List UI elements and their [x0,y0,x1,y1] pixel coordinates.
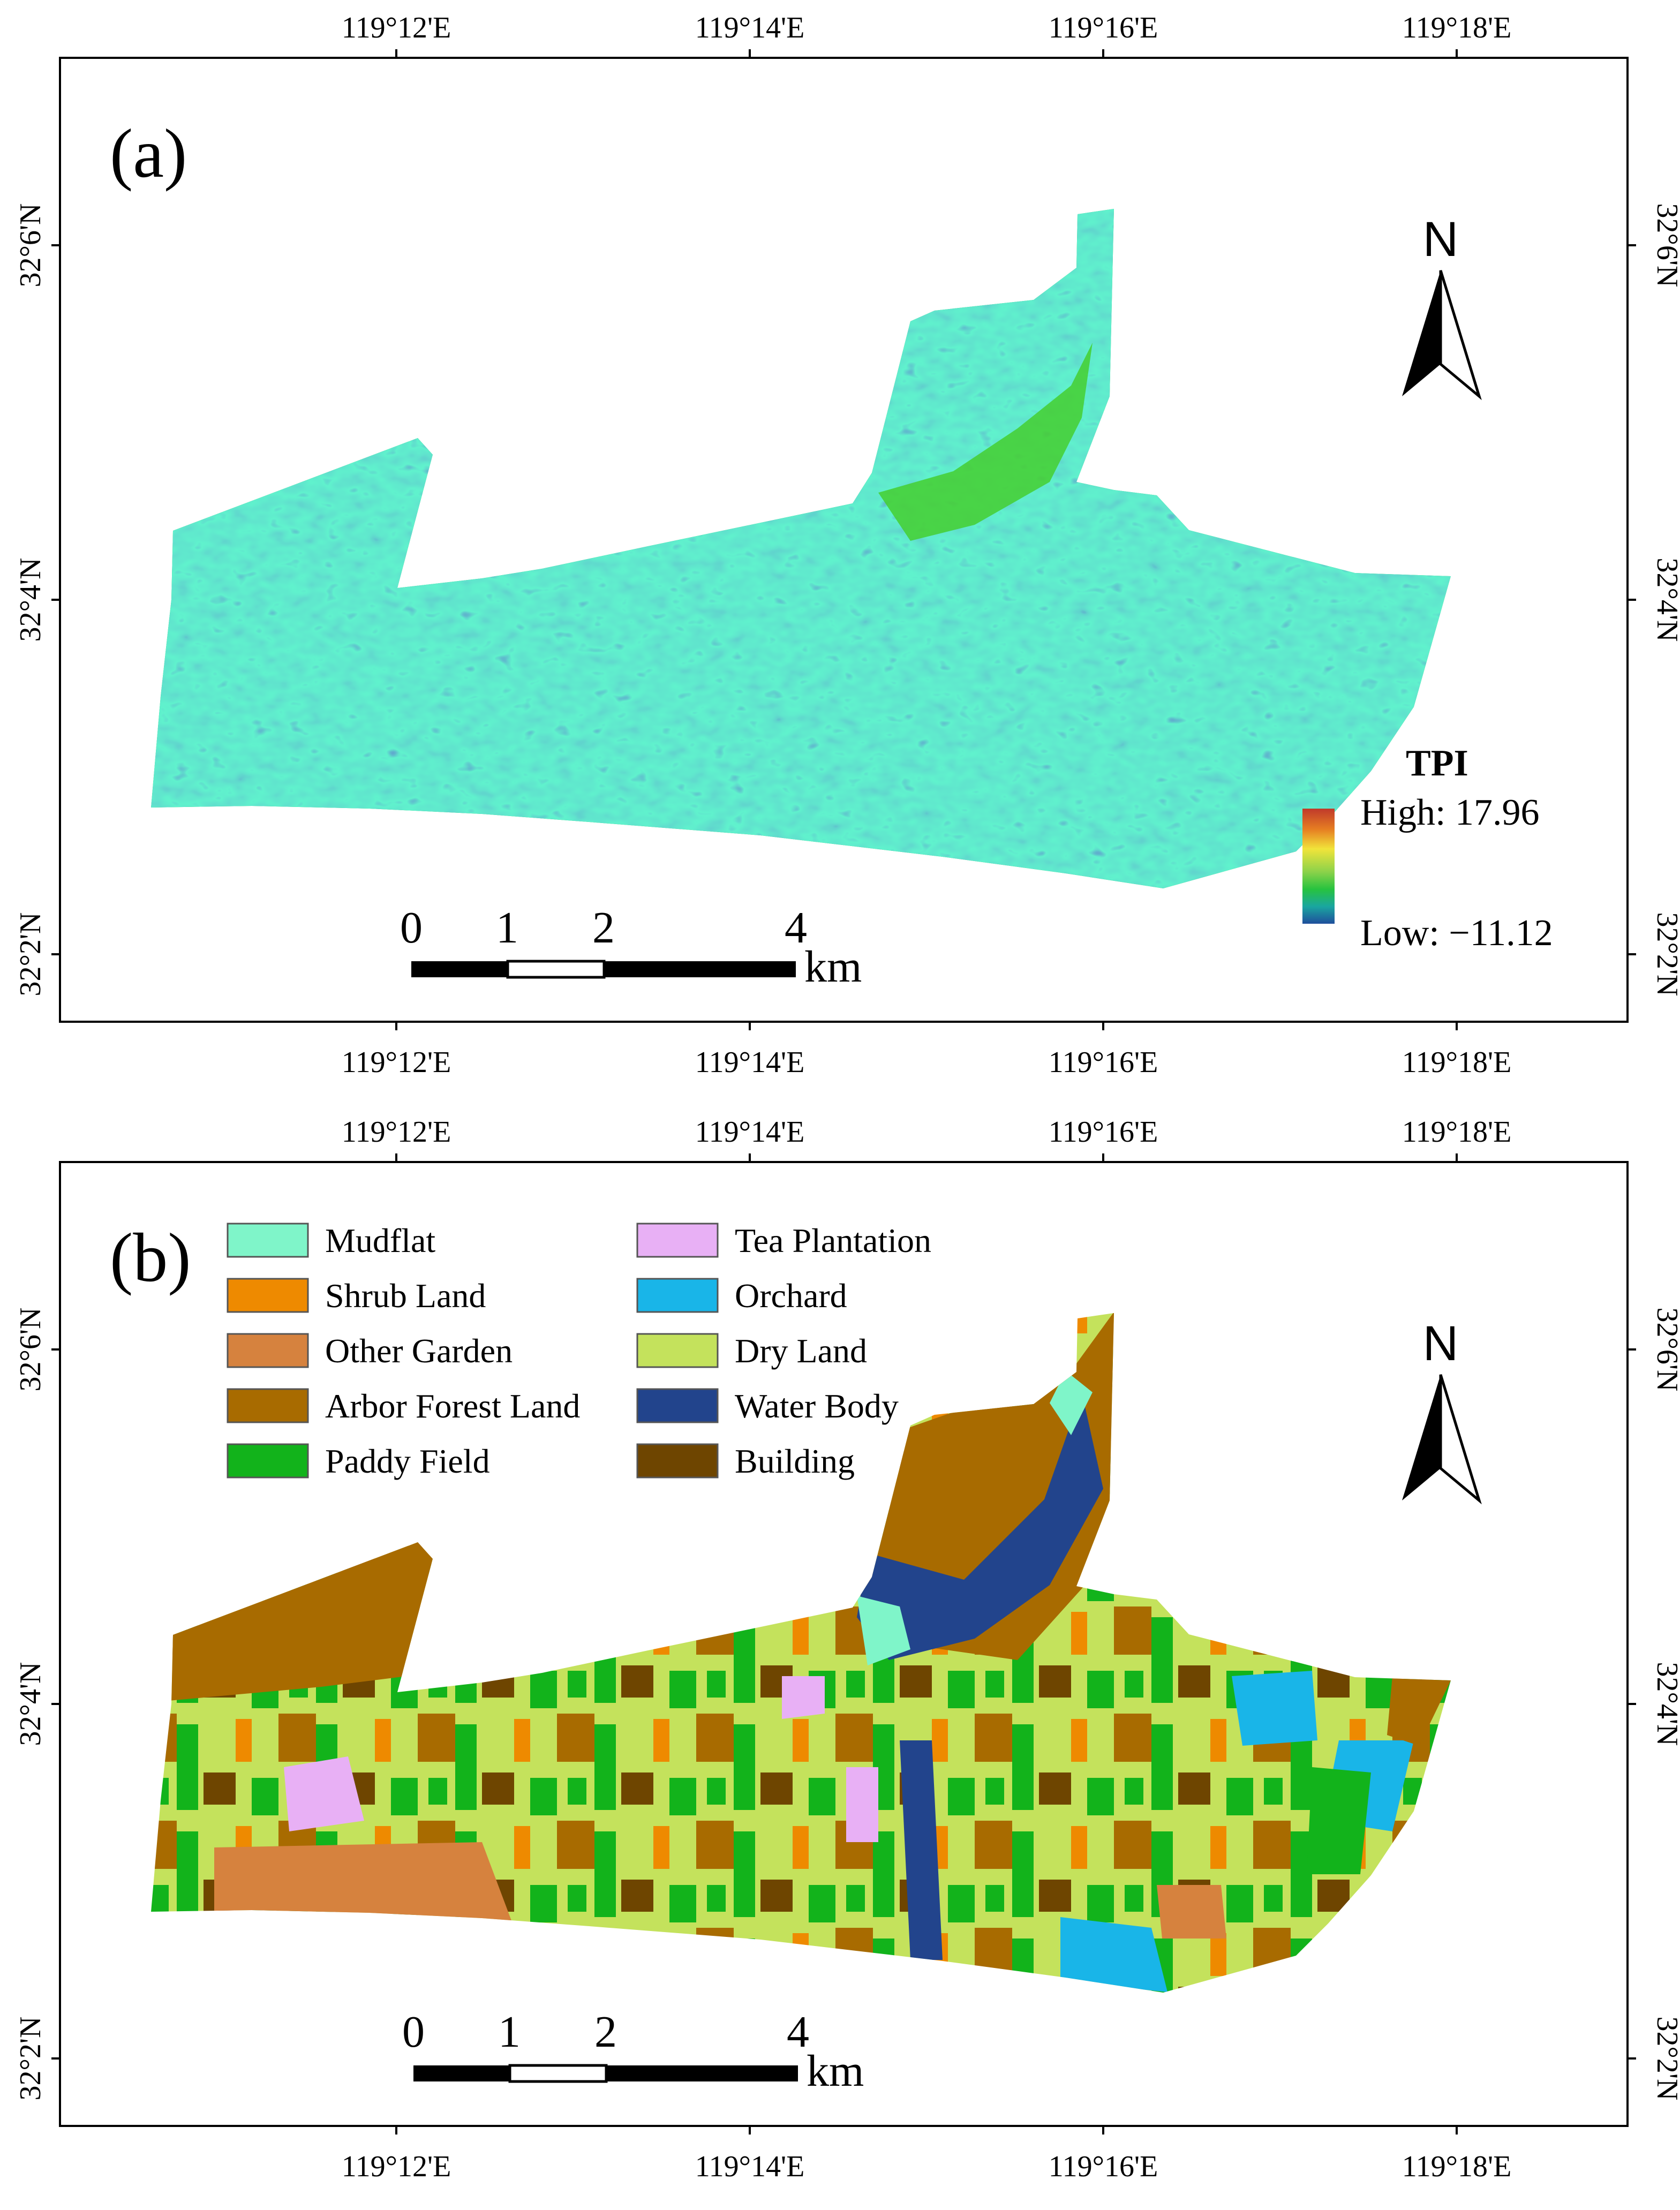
scale-unit: km [804,942,862,992]
legend-swatch [636,1278,719,1313]
legend-item: Dry Land [636,1332,867,1370]
lon-tick-label: 119°14'E [695,1115,805,1149]
lat-tick-label: 32°2'N [14,2017,47,2101]
scale-tick: 1 [496,903,518,953]
lon-tick-label: 119°14'E [695,1046,805,1079]
panel-a-bottom-lon-ticks: 119°12'E 119°14'E 119°16'E 119°18'E [342,1022,1512,1079]
lon-tick-label: 119°18'E [1402,11,1512,44]
legend-swatch [636,1388,719,1423]
tpi-legend-title: TPI [1406,743,1468,784]
legend-swatch [227,1388,309,1423]
panel-a-label: (a) [110,115,187,192]
legend-swatch [227,1278,309,1313]
legend-swatch [227,1333,309,1368]
scale-tick: 4 [787,2007,809,2057]
panel-b-lat-ticks-right: 32°6'N 32°4'N 32°2'N [1628,1308,1680,2101]
legend-item: Other Garden [227,1332,513,1370]
lon-tick-label: 119°12'E [342,11,451,44]
scale-tick: 1 [498,2007,521,2057]
scale-bar: 0 1 2 4 km [402,2007,864,2096]
panel-b-top-lon-ticks: 119°12'E 119°14'E 119°16'E 119°18'E [342,1115,1512,1162]
scale-unit: km [807,2046,864,2096]
panel-a-lat-ticks-right: 32°6'N 32°4'N 32°2'N [1628,203,1680,997]
lat-tick-label: 32°6'N [1651,203,1680,288]
legend-label: Arbor Forest Land [325,1387,580,1425]
legend-swatch [636,1333,719,1368]
north-arrow: N [1402,212,1482,401]
panel-a-top-lon-ticks: 119°12'E 119°14'E 119°16'E 119°18'E [342,11,1512,58]
lon-tick-label: 119°14'E [695,2150,805,2183]
legend-item: Arbor Forest Land [227,1387,580,1425]
lon-tick-label: 119°12'E [342,2150,451,2183]
scale-tick: 0 [400,903,423,953]
legend-swatch [227,1443,309,1479]
lulc-legend: Mudflat Shrub Land Other Garden Arbor Fores… [227,1221,931,1480]
legend-label: Orchard [735,1277,847,1315]
lat-tick-label: 32°6'N [14,1308,47,1392]
lon-tick-label: 119°18'E [1402,1115,1512,1149]
legend-label: Tea Plantation [735,1221,931,1259]
lon-tick-label: 119°12'E [342,1115,451,1149]
lon-tick-label: 119°12'E [342,1046,451,1079]
lon-tick-label: 119°16'E [1049,1046,1158,1079]
legend-label: Water Body [735,1387,899,1425]
legend-label: Mudflat [325,1221,435,1259]
lon-tick-label: 119°18'E [1402,2150,1512,2183]
legend-item: Paddy Field [227,1442,490,1480]
lon-tick-label: 119°16'E [1049,1115,1158,1149]
scale-tick: 2 [594,2007,617,2057]
legend-swatch [636,1223,719,1258]
tpi-color-ramp [1302,809,1335,924]
north-label: N [1423,212,1458,267]
legend-item: Building [636,1442,855,1480]
lat-tick-label: 32°6'N [14,203,47,288]
legend-label: Paddy Field [325,1442,490,1480]
legend-swatch [227,1223,309,1258]
lat-tick-label: 32°2'N [1651,2017,1680,2101]
scale-tick: 4 [785,903,807,953]
legend-swatch [636,1443,719,1479]
legend-label: Building [735,1442,855,1480]
legend-label: Other Garden [325,1332,513,1370]
lat-tick-label: 32°4'N [14,1662,47,1746]
lat-tick-label: 32°4'N [1651,1662,1680,1746]
legend-item: Orchard [636,1277,847,1315]
legend-item: Mudflat [227,1221,435,1259]
legend-label: Shrub Land [325,1277,486,1315]
scale-tick: 0 [402,2007,425,2057]
lat-tick-label: 32°6'N [1651,1308,1680,1392]
tpi-low-label: Low: −11.12 [1360,912,1553,954]
north-arrow: N [1402,1316,1482,1505]
lon-tick-label: 119°16'E [1049,11,1158,44]
lat-tick-label: 32°2'N [14,912,47,997]
tpi-high-label: High: 17.96 [1360,792,1539,833]
lon-tick-label: 119°14'E [695,11,805,44]
lat-tick-label: 32°2'N [1651,912,1680,997]
legend-item: Water Body [636,1387,899,1425]
lat-tick-label: 32°4'N [1651,558,1680,642]
scale-tick: 2 [592,903,615,953]
tpi-legend: TPI High: 17.96 Low: −11.12 [1302,743,1553,954]
scale-bar: 0 1 2 4 km [400,903,862,992]
lat-tick-label: 32°4'N [14,558,47,642]
panel-b-lat-ticks-left: 32°6'N 32°4'N 32°2'N [14,1308,60,2101]
legend-item: Tea Plantation [636,1221,931,1259]
panel-b: 119°12'E 119°14'E 119°16'E 119°18'E 119°… [14,1115,1680,2183]
panel-a: 119°12'E 119°14'E 119°16'E 119°18'E 119°… [14,11,1680,1079]
legend-item: Shrub Land [227,1277,486,1315]
panel-b-label: (b) [110,1219,191,1296]
panel-b-bottom-lon-ticks: 119°12'E 119°14'E 119°16'E 119°18'E [342,2126,1512,2183]
lon-tick-label: 119°18'E [1402,1046,1512,1079]
north-label: N [1423,1316,1458,1371]
lon-tick-label: 119°16'E [1049,2150,1158,2183]
legend-label: Dry Land [735,1332,867,1370]
panel-a-lat-ticks-left: 32°6'N 32°4'N 32°2'N [14,203,60,997]
